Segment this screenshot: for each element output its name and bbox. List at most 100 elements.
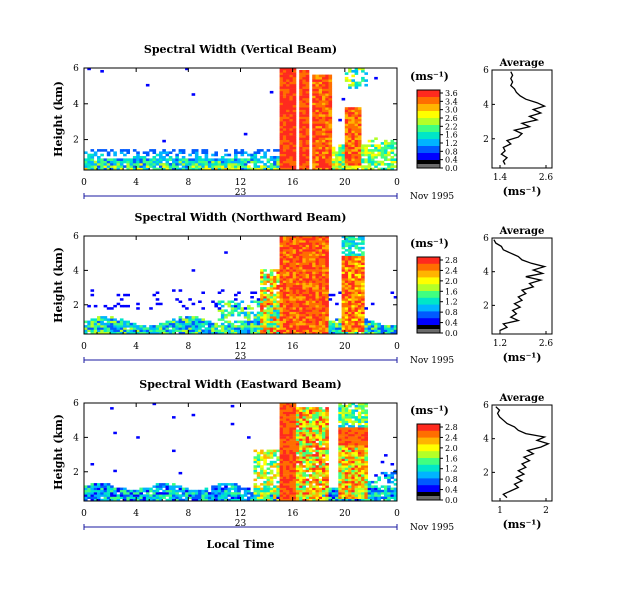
heatmap-cell [318, 151, 323, 154]
heatmap-cell [364, 483, 368, 486]
heatmap-cell [286, 144, 290, 147]
heatmap-cell [357, 142, 362, 145]
heatmap-cell [263, 293, 267, 297]
heatmap-cell [361, 420, 365, 423]
heatmap-cell [344, 325, 349, 328]
heatmap-cell [302, 480, 306, 484]
heatmap-cell [357, 271, 362, 274]
heatmap-cell [357, 291, 362, 294]
heatmap-cell [253, 465, 258, 468]
colorbar-tick-label: 0.0 [445, 164, 458, 173]
heatmap-cell [344, 313, 349, 317]
heatmap-cell [348, 492, 352, 495]
heatmap-cell [302, 316, 306, 319]
heatmap-cell [217, 163, 222, 166]
heatmap-cell [273, 278, 277, 281]
heatmap-cell [253, 483, 258, 486]
heatmap-cell [361, 456, 365, 459]
heatmap-cell [331, 325, 336, 328]
heatmap-cell [279, 264, 284, 268]
heatmap-cell [312, 163, 316, 166]
colorbar-swatch [417, 496, 440, 500]
heatmap-cell [266, 313, 271, 317]
heatmap-cell [364, 451, 368, 455]
heatmap-cell [175, 492, 179, 495]
heatmap-cell [266, 311, 271, 315]
heatmap-cell [289, 139, 293, 143]
heatmap-cell [302, 156, 306, 159]
heatmap-cell [348, 116, 352, 120]
heatmap-cell [279, 74, 284, 78]
heatmap-cell [348, 300, 352, 303]
heatmap-cell [344, 471, 349, 475]
heatmap-cell [110, 489, 114, 493]
heatmap-cell [273, 492, 277, 495]
heatmap-cell [295, 458, 300, 461]
heatmap-cell [286, 480, 290, 484]
heatmap-cell [312, 440, 316, 444]
heatmap-cell [162, 496, 166, 499]
heatmap-cell [380, 325, 385, 328]
heatmap-cell [322, 416, 326, 419]
heatmap-cell [299, 309, 303, 312]
heatmap-cell [338, 492, 342, 495]
heatmap-cell [220, 331, 225, 335]
heatmap-cell [325, 407, 329, 410]
heatmap-cell [247, 158, 251, 161]
heatmap-cell [367, 496, 372, 499]
heatmap-cell [279, 269, 284, 272]
heatmap-cell [162, 325, 166, 328]
heatmap-cell [302, 476, 306, 479]
colorbar-swatch [417, 118, 440, 126]
heatmap-cell [364, 425, 368, 428]
heatmap-cell [269, 163, 274, 166]
heatmap-cell [286, 445, 290, 448]
heatmap-cell [292, 293, 297, 297]
heatmap-cell [364, 322, 368, 326]
heatmap-cell [282, 79, 287, 82]
heatmap-cell [299, 118, 303, 122]
heatmap-cell [305, 433, 310, 437]
heatmap-cell [351, 235, 355, 239]
colorbar-swatch [417, 125, 440, 133]
heatmap-cell [256, 329, 261, 332]
heatmap-cell [328, 149, 333, 152]
heatmap-cell [312, 320, 316, 324]
heatmap-cell [325, 144, 329, 147]
heatmap-cell [328, 153, 333, 157]
heatmap-cell [269, 311, 274, 315]
heatmap-cell [364, 72, 368, 75]
heatmap-cell [234, 156, 238, 159]
heatmap-cell [318, 258, 323, 261]
heatmap-cell [335, 329, 339, 332]
heatmap-cell [159, 156, 163, 159]
heatmap-cell [315, 498, 320, 502]
heatmap-cell [266, 463, 271, 466]
heatmap-cell [256, 331, 261, 335]
heatmap-cell [243, 160, 248, 164]
heatmap-cell [302, 125, 306, 129]
heatmap-cell [295, 318, 300, 321]
heatmap-cell [159, 494, 163, 497]
heatmap-cell [295, 469, 300, 473]
heatmap-cell [240, 151, 245, 154]
heatmap-cell [113, 322, 117, 326]
heatmap-cell [194, 494, 199, 497]
heatmap-cell [348, 255, 352, 259]
heatmap-cell [315, 418, 320, 421]
heatmap-cell [302, 425, 306, 428]
heatmap-cell [305, 463, 310, 466]
heatmap-cell [354, 331, 359, 335]
heatmap-cell [305, 160, 310, 164]
heatmap-cell [351, 411, 355, 415]
heatmap-cell [123, 325, 127, 328]
heatmap-cell [318, 255, 323, 259]
heatmap-cell [309, 494, 313, 497]
heatmap-cell [305, 451, 310, 455]
heatmap-cell [318, 251, 323, 254]
heatmap-cell [279, 478, 284, 482]
heatmap-cell [344, 153, 349, 157]
heatmap-cell [279, 107, 284, 110]
heatmap-cell [266, 454, 271, 457]
